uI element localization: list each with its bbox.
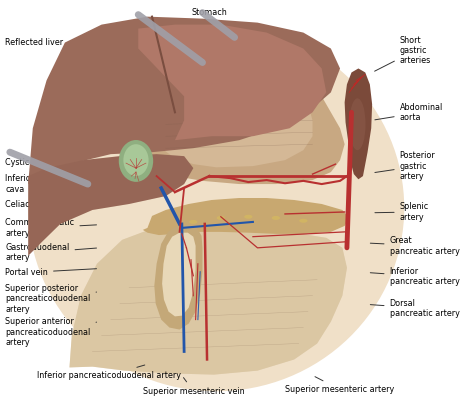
Text: Reflected liver: Reflected liver (5, 38, 87, 54)
Polygon shape (28, 17, 340, 184)
Polygon shape (161, 76, 312, 167)
Polygon shape (28, 154, 193, 256)
Text: Superior anterior
pancreaticoduodenal
artery: Superior anterior pancreaticoduodenal ar… (5, 318, 97, 347)
Polygon shape (345, 68, 372, 179)
Ellipse shape (272, 216, 280, 220)
Text: Superior mesenteric vein: Superior mesenteric vein (143, 378, 245, 396)
Text: Portal vein: Portal vein (5, 268, 97, 277)
Text: Great
pancreatic artery: Great pancreatic artery (370, 236, 459, 256)
Ellipse shape (123, 144, 148, 176)
Polygon shape (70, 228, 347, 374)
Text: Superior posterior
pancreaticoduodenal
artery: Superior posterior pancreaticoduodenal a… (5, 284, 97, 314)
Text: Inferior vena
cava: Inferior vena cava (5, 174, 97, 194)
Polygon shape (155, 225, 202, 330)
Ellipse shape (119, 140, 153, 182)
Text: Inferior
pancreatic artery: Inferior pancreatic artery (370, 267, 459, 286)
Text: Gastroduodenal
artery: Gastroduodenal artery (5, 243, 97, 262)
Text: Common hepatic
artery: Common hepatic artery (5, 218, 97, 238)
Polygon shape (70, 228, 347, 374)
Polygon shape (28, 154, 193, 256)
Text: Posterior
gastric
artery: Posterior gastric artery (375, 151, 436, 181)
Ellipse shape (244, 215, 253, 219)
Text: Superior mesenteric artery: Superior mesenteric artery (285, 377, 394, 394)
Ellipse shape (189, 220, 198, 224)
Ellipse shape (349, 98, 365, 150)
Text: Cystic artery: Cystic artery (5, 158, 97, 167)
Ellipse shape (217, 216, 225, 220)
Text: Dorsal
pancreatic artery: Dorsal pancreatic artery (370, 299, 459, 318)
Text: Inferior pancreaticoduodenal artery: Inferior pancreaticoduodenal artery (37, 365, 182, 380)
Text: Splenic
artery: Splenic artery (375, 202, 429, 222)
Text: Stomach: Stomach (191, 8, 227, 30)
Polygon shape (143, 198, 349, 235)
Text: Celiac trunk: Celiac trunk (5, 200, 97, 209)
Text: Short
gastric
arteries: Short gastric arteries (374, 36, 431, 71)
Ellipse shape (28, 25, 404, 391)
Ellipse shape (299, 219, 308, 223)
Polygon shape (138, 25, 326, 140)
Polygon shape (120, 40, 345, 184)
Polygon shape (162, 233, 196, 316)
Text: Abdominal
aorta: Abdominal aorta (375, 103, 443, 122)
